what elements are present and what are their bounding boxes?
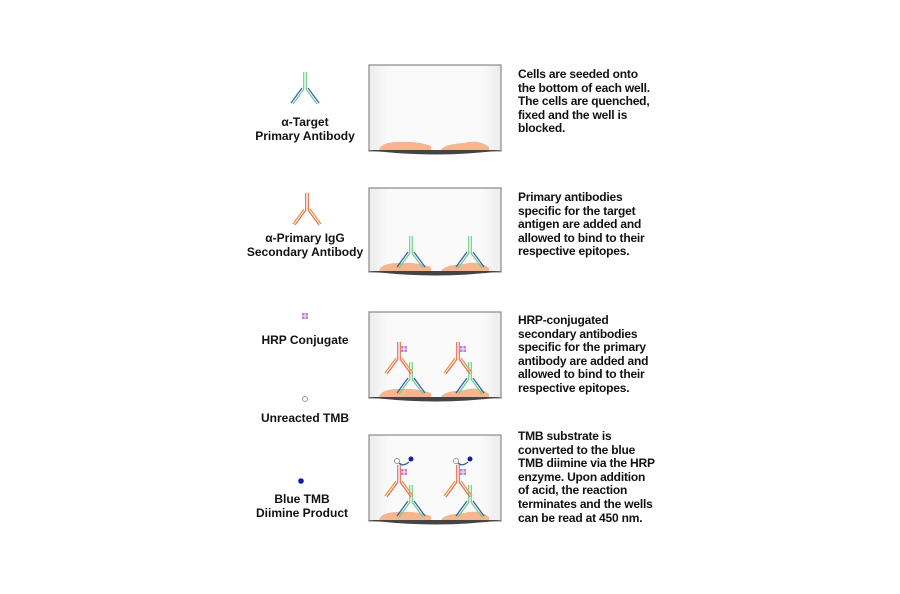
well-2	[367, 187, 503, 276]
legend-label-diimine: Blue TMB Diimine Product	[242, 492, 362, 520]
legend-label-hrp: HRP Conjugate	[245, 333, 365, 347]
hrp-square-icon	[301, 312, 309, 320]
legend-label-secondary: α-Primary IgG Secondary Antibody	[245, 231, 365, 259]
well-3	[367, 311, 503, 402]
well-base	[367, 520, 503, 525]
blue-dot-icon	[298, 478, 304, 484]
open-circle-icon	[302, 396, 308, 402]
cell	[379, 262, 431, 271]
label-line: Diimine Product	[255, 506, 348, 520]
well-1	[367, 64, 503, 155]
step-4-description: TMB substrate is converted to the blue T…	[518, 429, 655, 525]
label-line: Unreacted TMB	[260, 411, 349, 425]
cell	[379, 388, 431, 397]
cell	[441, 511, 489, 520]
orange-antibody-icon	[292, 192, 322, 226]
well-base	[367, 397, 503, 402]
hrp-conjugate	[400, 468, 408, 476]
green-antibody-icon	[290, 71, 320, 105]
reaction-arrow	[398, 461, 410, 466]
blue-tmb-diimine	[467, 456, 473, 462]
label-line: α-Primary IgG	[265, 231, 345, 245]
label-line: Blue TMB	[274, 492, 330, 506]
cell	[441, 262, 489, 271]
cell	[379, 141, 431, 150]
well-base	[367, 271, 503, 276]
blue-tmb-diimine	[408, 456, 414, 462]
legend-label-primary: α-Target Primary Antibody	[245, 115, 365, 143]
hrp-conjugate	[459, 468, 467, 476]
reaction-arrow	[457, 461, 469, 466]
cell	[379, 511, 431, 520]
hrp-conjugate	[459, 345, 467, 353]
well-4	[367, 434, 503, 525]
unreacted-tmb	[453, 458, 459, 464]
label-line: Primary Antibody	[255, 129, 355, 143]
step-3-description: HRP-conjugated secondary antibodies spec…	[518, 313, 649, 395]
label-line: HRP Conjugate	[261, 333, 349, 347]
step-1-description: Cells are seeded onto the bottom of each…	[518, 67, 650, 136]
cell	[441, 141, 489, 150]
label-line: Secondary Antibody	[246, 245, 364, 259]
hrp-conjugate	[400, 345, 408, 353]
step-2-description: Primary antibodies specific for the targ…	[518, 190, 645, 259]
label-line: α-Target	[281, 115, 329, 129]
cell	[441, 388, 489, 397]
unreacted-tmb	[394, 458, 400, 464]
legend-label-tmb: Unreacted TMB	[245, 411, 365, 425]
well-base	[367, 150, 503, 155]
